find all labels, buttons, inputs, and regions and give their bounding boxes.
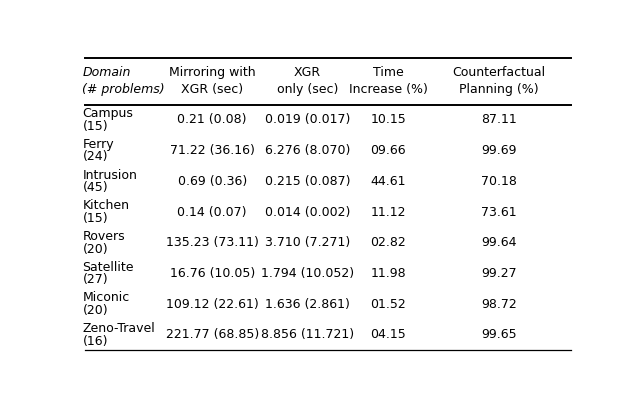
Text: (16): (16)	[83, 335, 108, 348]
Text: 109.12 (22.61): 109.12 (22.61)	[166, 298, 259, 311]
Text: (# problems): (# problems)	[83, 83, 165, 96]
Text: 3.710 (7.271): 3.710 (7.271)	[265, 236, 350, 249]
Text: Rovers: Rovers	[83, 230, 125, 243]
Text: 09.66: 09.66	[371, 144, 406, 157]
Text: XGR: XGR	[294, 66, 321, 79]
Text: 71.22 (36.16): 71.22 (36.16)	[170, 144, 255, 157]
Text: Kitchen: Kitchen	[83, 199, 129, 212]
Text: 02.82: 02.82	[371, 236, 406, 249]
Text: 99.65: 99.65	[481, 328, 517, 341]
Text: Increase (%): Increase (%)	[349, 83, 428, 96]
Text: Satellite: Satellite	[83, 261, 134, 274]
Text: 0.014 (0.002): 0.014 (0.002)	[265, 206, 350, 219]
Text: 8.856 (11.721): 8.856 (11.721)	[261, 328, 354, 341]
Text: 0.215 (0.087): 0.215 (0.087)	[265, 175, 351, 188]
Text: Zeno-Travel: Zeno-Travel	[83, 322, 156, 335]
Text: Intrusion: Intrusion	[83, 168, 138, 182]
Text: 6.276 (8.070): 6.276 (8.070)	[265, 144, 350, 157]
Text: 0.019 (0.017): 0.019 (0.017)	[265, 114, 350, 127]
Text: (45): (45)	[83, 181, 108, 194]
Text: 1.636 (2.861): 1.636 (2.861)	[265, 298, 350, 311]
Text: (15): (15)	[83, 120, 108, 133]
Text: 04.15: 04.15	[371, 328, 406, 341]
Text: Planning (%): Planning (%)	[460, 83, 539, 96]
Text: only (sec): only (sec)	[277, 83, 339, 96]
Text: 1.794 (10.052): 1.794 (10.052)	[261, 267, 354, 280]
Text: 11.98: 11.98	[371, 267, 406, 280]
Text: 135.23 (73.11): 135.23 (73.11)	[166, 236, 259, 249]
Text: 11.12: 11.12	[371, 206, 406, 219]
Text: Time: Time	[373, 66, 404, 79]
Text: Mirroring with: Mirroring with	[169, 66, 255, 79]
Text: 10.15: 10.15	[371, 114, 406, 127]
Text: 98.72: 98.72	[481, 298, 517, 311]
Text: Counterfactual: Counterfactual	[452, 66, 546, 79]
Text: XGR (sec): XGR (sec)	[181, 83, 243, 96]
Text: 221.77 (68.85): 221.77 (68.85)	[166, 328, 259, 341]
Text: 44.61: 44.61	[371, 175, 406, 188]
Text: (20): (20)	[83, 304, 108, 317]
Text: 0.14 (0.07): 0.14 (0.07)	[177, 206, 247, 219]
Text: 73.61: 73.61	[481, 206, 517, 219]
Text: 99.27: 99.27	[481, 267, 517, 280]
Text: Domain: Domain	[83, 66, 131, 79]
Text: 87.11: 87.11	[481, 114, 517, 127]
Text: 0.21 (0.08): 0.21 (0.08)	[177, 114, 247, 127]
Text: 99.64: 99.64	[481, 236, 517, 249]
Text: Ferry: Ferry	[83, 138, 114, 151]
Text: (20): (20)	[83, 243, 108, 256]
Text: (24): (24)	[83, 151, 108, 164]
Text: Miconic: Miconic	[83, 291, 130, 304]
Text: 0.69 (0.36): 0.69 (0.36)	[177, 175, 247, 188]
Text: 99.69: 99.69	[481, 144, 517, 157]
Text: Campus: Campus	[83, 107, 133, 120]
Text: (27): (27)	[83, 274, 108, 286]
Text: 01.52: 01.52	[371, 298, 406, 311]
Text: 70.18: 70.18	[481, 175, 517, 188]
Text: 16.76 (10.05): 16.76 (10.05)	[170, 267, 255, 280]
Text: (15): (15)	[83, 212, 108, 225]
